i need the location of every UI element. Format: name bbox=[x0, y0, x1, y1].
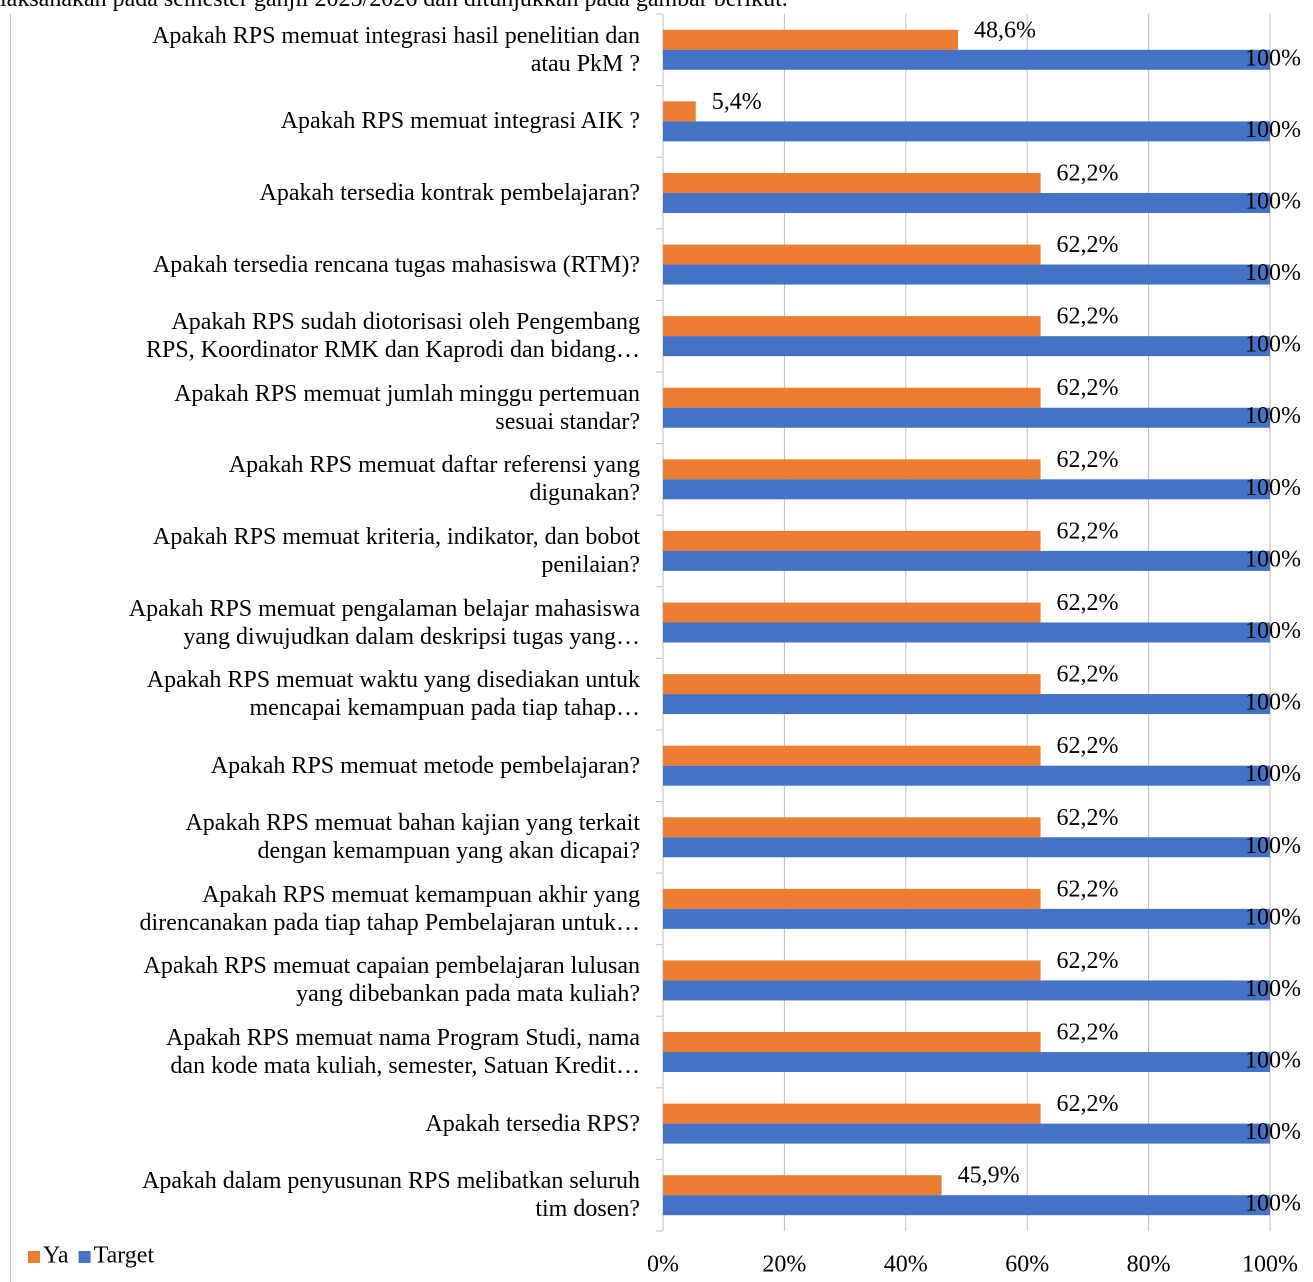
category-label: Apakah RPS memuat nama Program Studi, na… bbox=[166, 1025, 640, 1080]
bar bbox=[663, 387, 1041, 408]
bar bbox=[663, 622, 1270, 643]
data-label: 100% bbox=[1245, 1048, 1301, 1074]
bar bbox=[663, 29, 959, 50]
data-label: 100% bbox=[1245, 1191, 1301, 1217]
data-label: 100% bbox=[1245, 260, 1301, 286]
x-tick-label: 40% bbox=[884, 1252, 928, 1278]
category-label: Apakah RPS memuat capaian pembelajaran l… bbox=[143, 953, 640, 1008]
x-tick-label: 0% bbox=[647, 1252, 679, 1278]
category-label: Apakah RPS memuat kemampuan akhir yang d… bbox=[139, 881, 640, 936]
category-label: Apakah tersedia kontrak pembelajaran? bbox=[259, 179, 640, 206]
bar bbox=[663, 817, 1041, 838]
data-label: 100% bbox=[1245, 761, 1301, 787]
x-tick-label: 80% bbox=[1127, 1252, 1171, 1278]
data-label: 62,2% bbox=[1057, 518, 1119, 544]
bar bbox=[663, 1175, 942, 1196]
bar bbox=[663, 101, 696, 122]
category-label: Apakah tersedia RPS? bbox=[425, 1110, 640, 1137]
bar bbox=[663, 264, 1270, 285]
bar bbox=[663, 765, 1270, 786]
category-label: Apakah dalam penyusunan RPS melibatkan s… bbox=[142, 1168, 640, 1223]
category-label: Apakah RPS memuat jumlah minggu pertemua… bbox=[174, 380, 640, 435]
bar bbox=[663, 316, 1041, 337]
bar bbox=[663, 172, 1041, 193]
category-label: Apakah RPS memuat kriteria, indikator, d… bbox=[153, 523, 640, 578]
data-label: 5,4% bbox=[712, 89, 762, 115]
bar bbox=[663, 49, 1270, 70]
bar bbox=[663, 602, 1041, 623]
data-label: 100% bbox=[1245, 618, 1301, 644]
bar bbox=[663, 837, 1270, 858]
bar bbox=[663, 1052, 1270, 1073]
data-label: 62,2% bbox=[1057, 1091, 1119, 1117]
data-label: 62,2% bbox=[1057, 232, 1119, 258]
data-label: 100% bbox=[1245, 546, 1301, 572]
data-label: 100% bbox=[1245, 833, 1301, 859]
legend-swatch bbox=[28, 1251, 40, 1263]
data-label: 62,2% bbox=[1057, 304, 1119, 330]
x-tick-label: 100% bbox=[1242, 1252, 1298, 1278]
data-label: 62,2% bbox=[1057, 948, 1119, 974]
data-label: 62,2% bbox=[1057, 1020, 1119, 1046]
x-tick-label: 60% bbox=[1005, 1252, 1049, 1278]
category-label: Apakah tersedia rencana tugas mahasiswa … bbox=[152, 251, 640, 278]
data-label: 62,2% bbox=[1057, 733, 1119, 759]
data-label: 100% bbox=[1245, 690, 1301, 716]
data-label: 100% bbox=[1245, 188, 1301, 214]
bar bbox=[663, 1032, 1041, 1053]
bar bbox=[663, 980, 1270, 1001]
data-label: 100% bbox=[1245, 475, 1301, 501]
data-label: 100% bbox=[1245, 332, 1301, 358]
bar bbox=[663, 1195, 1270, 1216]
category-label: Apakah RPS memuat waktu yang disediakan … bbox=[146, 667, 640, 722]
bar bbox=[663, 674, 1041, 695]
data-label: 62,2% bbox=[1057, 590, 1119, 616]
category-label: Apakah RPS memuat pengalaman belajar mah… bbox=[128, 595, 640, 650]
legend-swatch bbox=[78, 1251, 91, 1263]
bar bbox=[663, 694, 1270, 715]
data-label: 45,9% bbox=[958, 1163, 1020, 1189]
data-label: 62,2% bbox=[1057, 447, 1119, 473]
data-label: 100% bbox=[1245, 117, 1301, 143]
data-label: 100% bbox=[1245, 45, 1301, 71]
data-label: 48,6% bbox=[974, 17, 1036, 43]
bar bbox=[663, 745, 1041, 766]
data-label: 100% bbox=[1245, 904, 1301, 930]
data-label: 62,2% bbox=[1057, 876, 1119, 902]
bar bbox=[663, 479, 1270, 500]
category-label: Apakah RPS memuat integrasi AIK ? bbox=[280, 108, 640, 135]
data-label: 100% bbox=[1245, 403, 1301, 429]
category-label: Apakah RPS memuat integrasi hasil peneli… bbox=[152, 22, 640, 77]
x-tick-label: 20% bbox=[762, 1252, 806, 1278]
bar bbox=[663, 960, 1041, 981]
bar bbox=[663, 530, 1041, 551]
bar bbox=[663, 459, 1041, 480]
data-label: 62,2% bbox=[1057, 375, 1119, 401]
data-label: 62,2% bbox=[1057, 160, 1119, 186]
data-label: 100% bbox=[1245, 976, 1301, 1002]
bar bbox=[663, 1103, 1041, 1124]
bar bbox=[663, 336, 1270, 357]
category-label: Apakah RPS memuat daftar referensi yang … bbox=[228, 452, 640, 507]
bar bbox=[663, 244, 1041, 265]
bar bbox=[663, 1123, 1270, 1144]
bar bbox=[663, 908, 1270, 929]
category-label: Apakah RPS memuat metode pembelajaran? bbox=[210, 752, 640, 779]
bar bbox=[663, 550, 1270, 571]
data-label: 100% bbox=[1245, 1119, 1301, 1145]
bar bbox=[663, 121, 1270, 142]
legend-label: Ya bbox=[43, 1243, 69, 1269]
intro-text: laksanakan pada semester ganjil 2025/202… bbox=[0, 0, 788, 13]
data-label: 62,2% bbox=[1057, 805, 1119, 831]
data-label: 62,2% bbox=[1057, 662, 1119, 688]
bar bbox=[663, 192, 1270, 213]
category-label: Apakah RPS memuat bahan kajian yang terk… bbox=[185, 810, 640, 865]
category-label: Apakah RPS sudah diotorisasi oleh Pengem… bbox=[146, 309, 640, 364]
legend-label: Target bbox=[94, 1243, 155, 1269]
bar bbox=[663, 407, 1270, 428]
bar bbox=[663, 888, 1041, 909]
